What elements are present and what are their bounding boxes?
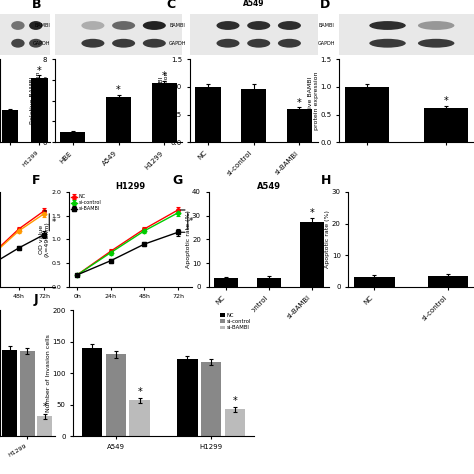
Text: A549: A549	[243, 0, 264, 8]
Text: *: *	[297, 98, 301, 108]
Legend: NC, si-control, si-BAMBI: NC, si-control, si-BAMBI	[71, 194, 101, 211]
Bar	[424, 108, 468, 142]
Bar	[106, 97, 131, 142]
Text: J: J	[34, 293, 38, 306]
Text: *: *	[42, 402, 47, 412]
Text: GAPDH: GAPDH	[168, 41, 186, 46]
Y-axis label: Relative BAMBI
protein expression: Relative BAMBI protein expression	[308, 72, 319, 130]
Bar	[152, 83, 177, 142]
Ellipse shape	[418, 39, 455, 48]
Bar	[106, 355, 126, 436]
Text: *: *	[310, 208, 314, 218]
Bar	[287, 109, 312, 142]
Text: GAPDH: GAPDH	[318, 41, 335, 46]
Title: A549: A549	[257, 182, 281, 191]
Ellipse shape	[247, 39, 270, 48]
Ellipse shape	[82, 39, 104, 48]
Ellipse shape	[418, 21, 455, 30]
Bar	[20, 351, 35, 436]
Ellipse shape	[247, 21, 270, 30]
Text: G: G	[173, 174, 182, 187]
Bar	[428, 276, 468, 287]
Y-axis label: Relative BAMBI
protein expression: Relative BAMBI protein expression	[30, 72, 41, 130]
Y-axis label: Number of Invasion cells: Number of Invasion cells	[46, 334, 51, 412]
Bar	[129, 400, 150, 436]
Bar	[257, 278, 281, 287]
Bar	[300, 222, 324, 287]
Title: H1299: H1299	[115, 182, 146, 191]
Bar	[37, 417, 52, 436]
Text: *: *	[162, 71, 166, 81]
Bar	[2, 350, 17, 436]
Text: BAMBI: BAMBI	[170, 23, 186, 28]
Bar	[214, 279, 238, 287]
Text: D: D	[320, 0, 330, 11]
Ellipse shape	[29, 21, 43, 30]
Text: GAPDH: GAPDH	[33, 41, 51, 46]
Bar	[2, 110, 18, 142]
Text: *: *	[51, 219, 55, 227]
Ellipse shape	[278, 39, 301, 48]
Bar	[82, 348, 102, 436]
Text: BAMBI: BAMBI	[35, 23, 51, 28]
Bar	[345, 87, 389, 142]
Ellipse shape	[112, 39, 135, 48]
Bar	[241, 89, 266, 142]
Text: B: B	[31, 0, 41, 11]
Text: H: H	[321, 174, 331, 187]
Ellipse shape	[143, 39, 166, 48]
Y-axis label: Apoptotic rate (%): Apoptotic rate (%)	[325, 210, 330, 268]
Bar	[225, 409, 246, 436]
Bar	[60, 132, 85, 142]
Text: *: *	[233, 396, 237, 406]
Text: *: *	[444, 96, 448, 106]
Bar	[177, 359, 198, 436]
Text: *: *	[189, 217, 193, 226]
Bar	[354, 277, 395, 287]
Text: F: F	[32, 174, 40, 187]
Y-axis label: Apoptotic rate (%): Apoptotic rate (%)	[185, 210, 191, 268]
Bar	[201, 362, 221, 436]
Ellipse shape	[11, 39, 25, 48]
Ellipse shape	[217, 39, 239, 48]
Ellipse shape	[369, 21, 406, 30]
Ellipse shape	[217, 21, 239, 30]
Text: *: *	[37, 66, 42, 76]
Text: *: *	[116, 85, 121, 95]
Bar	[195, 87, 220, 142]
Legend: NC, si-control, si-BAMBI: NC, si-control, si-BAMBI	[220, 313, 251, 330]
Text: *: *	[137, 387, 142, 397]
Ellipse shape	[278, 21, 301, 30]
Ellipse shape	[11, 21, 25, 30]
Y-axis label: Relative BAMBI
protein expression: Relative BAMBI protein expression	[158, 72, 169, 130]
Ellipse shape	[112, 21, 135, 30]
Text: C: C	[166, 0, 176, 11]
Text: BAMBI: BAMBI	[319, 23, 335, 28]
Ellipse shape	[82, 21, 104, 30]
Ellipse shape	[369, 39, 406, 48]
Y-axis label: OD value
(λ=490nm): OD value (λ=490nm)	[39, 221, 50, 257]
Ellipse shape	[143, 21, 166, 30]
Bar	[31, 78, 47, 142]
Ellipse shape	[29, 39, 43, 48]
